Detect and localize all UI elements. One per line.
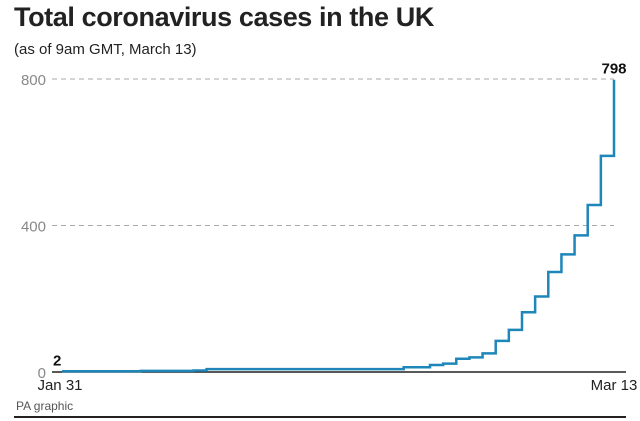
x-tick-label-end: Mar 13	[591, 377, 638, 394]
y-tick-label-800: 800	[21, 72, 46, 89]
y-tick-label-400: 400	[21, 219, 46, 236]
bottom-rule	[14, 416, 626, 418]
series-line	[62, 79, 616, 373]
y-tick-label-0: 0	[38, 365, 46, 382]
data-labels: 2 798	[53, 61, 627, 370]
chart-subtitle: (as of 9am GMT, March 13)	[14, 41, 197, 58]
gridlines	[52, 78, 626, 373]
x-axis-ticks: Jan 31 Mar 13	[37, 377, 637, 394]
data-label-798: 798	[601, 61, 626, 78]
chart-title: Total coronavirus cases in the UK	[14, 2, 434, 32]
cases-step-line	[62, 79, 616, 373]
data-label-2: 2	[53, 352, 61, 369]
y-axis-ticks: 0 400 800	[21, 72, 46, 382]
source-credit: PA graphic	[16, 399, 74, 413]
x-tick-label-start: Jan 31	[37, 377, 82, 394]
